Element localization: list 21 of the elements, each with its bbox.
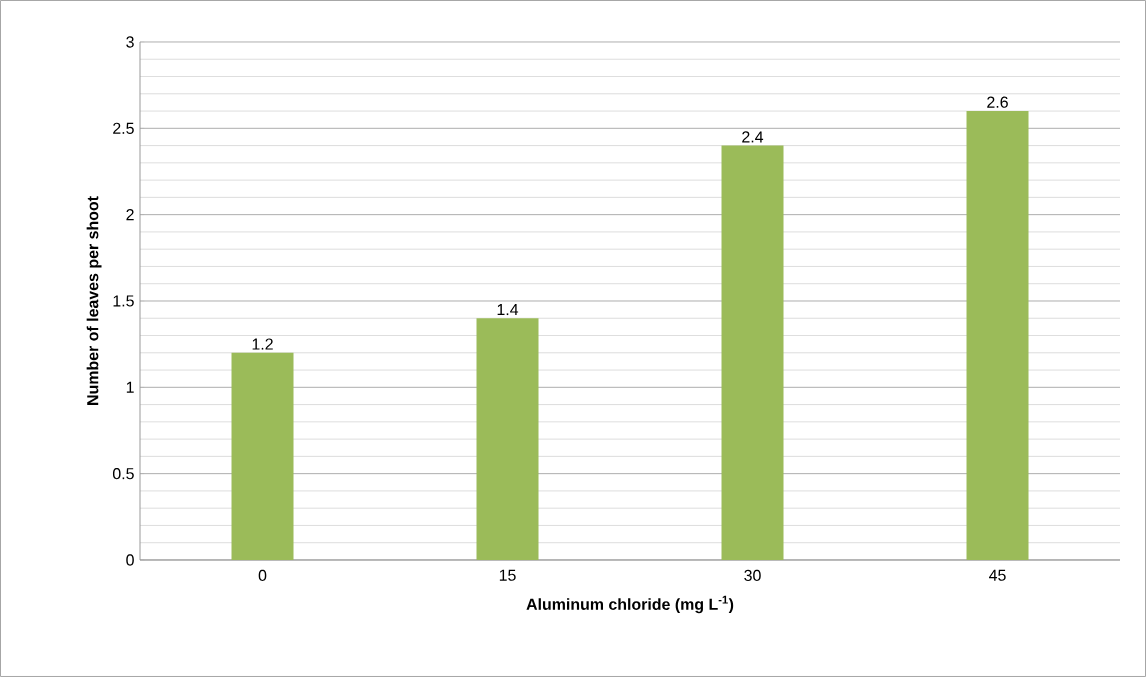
x-tick-label: 15 [499,569,516,581]
data-label: 2.6 [987,96,1008,108]
data-label: 1.2 [252,338,273,350]
y-tick-label: 3 [126,36,134,48]
y-tick-label: 1.5 [113,295,134,307]
x-tick-label: 30 [744,569,761,582]
bar [476,318,539,560]
bar [966,111,1029,560]
data-label: 1.4 [497,304,519,316]
bar [231,352,294,560]
x-tick-label: 45 [989,569,1006,581]
data-label: 2.4 [742,131,764,143]
x-tick-label: 0 [258,569,267,582]
bar [721,145,784,560]
y-tick-label: 2 [126,209,134,221]
y-tick-label: 2.5 [113,122,134,134]
y-tick-label: 0.5 [112,468,134,480]
y-axis-title: Number of leaves per shoot [86,196,102,405]
y-tick-label: 1 [126,381,134,393]
text: Aluminum chloride (mg L$^{-1}$) [526,595,734,614]
y-tick-label: 0 [126,554,134,566]
